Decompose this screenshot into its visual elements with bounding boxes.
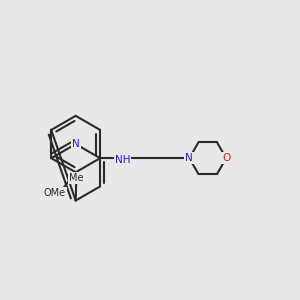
Text: NH: NH xyxy=(115,155,130,165)
Text: N: N xyxy=(72,139,80,149)
Text: OMe: OMe xyxy=(44,188,66,198)
Text: N: N xyxy=(185,153,193,163)
Text: Me: Me xyxy=(69,172,83,183)
Text: O: O xyxy=(58,188,66,198)
Text: O: O xyxy=(222,153,230,163)
